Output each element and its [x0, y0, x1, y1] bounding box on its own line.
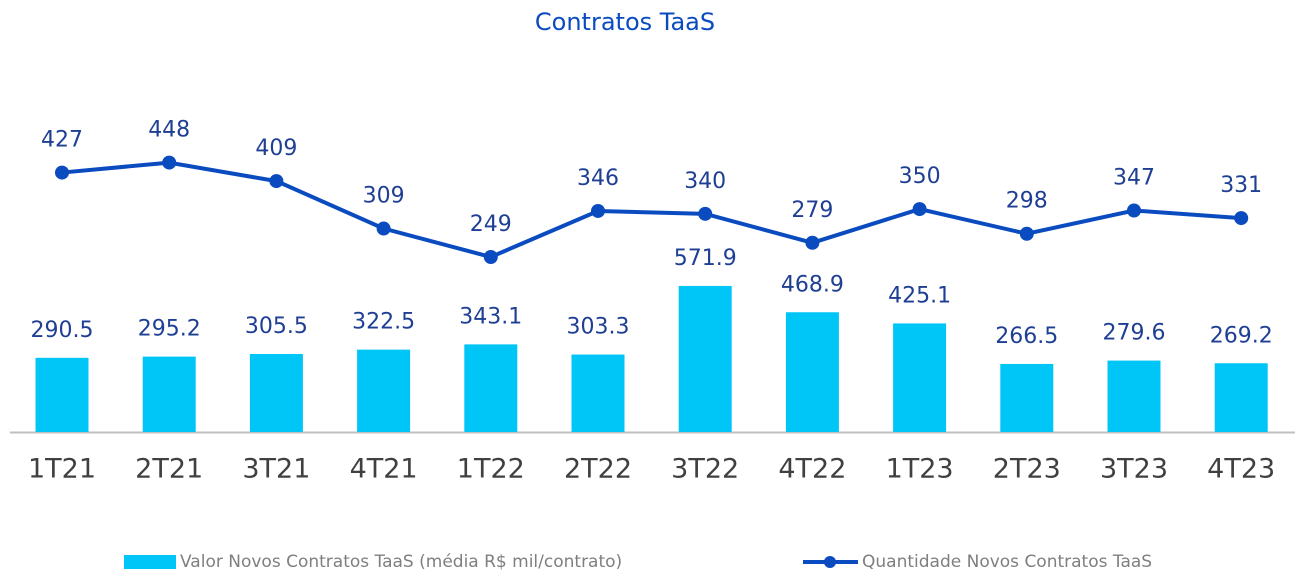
x-tick-label: 1T23 [886, 454, 954, 485]
bar [35, 357, 89, 432]
legend-swatch [124, 555, 176, 569]
x-tick-label: 3T23 [1100, 454, 1168, 485]
point [376, 221, 391, 236]
x-tick-label: 3T21 [242, 454, 310, 485]
bar [785, 312, 839, 432]
point [1019, 226, 1034, 241]
data-label: 409 [255, 136, 297, 161]
bar [464, 344, 518, 432]
bar [571, 354, 625, 432]
point [483, 249, 498, 264]
point [1234, 211, 1249, 226]
point [162, 155, 177, 170]
x-tick-label: 1T22 [457, 454, 525, 485]
data-label: 448 [148, 118, 190, 143]
x-tick-label: 4T22 [778, 454, 846, 485]
x-tick-label: 2T23 [993, 454, 1061, 485]
data-label: 427 [41, 128, 83, 153]
data-label: 279.6 [1103, 321, 1166, 346]
legend-swatch [824, 556, 836, 568]
chart-title: Contratos TaaS [535, 8, 715, 36]
legend-label: Quantidade Novos Contratos TaaS [862, 552, 1152, 571]
data-label: 571.9 [674, 246, 737, 271]
data-label: 279 [791, 198, 833, 223]
point [591, 203, 605, 218]
point [269, 174, 284, 189]
data-label: 290.5 [31, 318, 94, 343]
bar [357, 349, 411, 432]
data-label: 350 [899, 164, 941, 189]
line [61, 160, 1242, 260]
data-label: 340 [684, 169, 726, 194]
data-label: 295.2 [138, 317, 201, 342]
legend-label: Valor Novos Contratos TaaS (média R$ mil… [180, 552, 622, 571]
data-label: 309 [363, 184, 405, 209]
bar [893, 323, 947, 432]
data-label: 346 [577, 166, 619, 191]
data-label: 347 [1113, 166, 1155, 191]
data-label: 343.1 [459, 304, 522, 329]
bar [1214, 363, 1268, 432]
data-label: 331 [1220, 173, 1262, 198]
bar [678, 285, 732, 432]
data-label: 266.5 [995, 324, 1058, 349]
point [805, 235, 820, 250]
x-tick-label: 2T21 [135, 454, 203, 485]
point [912, 202, 927, 217]
x-tick-label: 2T22 [564, 454, 632, 485]
data-label: 468.9 [781, 272, 844, 297]
point [1127, 203, 1141, 218]
point [698, 206, 713, 221]
data-label: 303.3 [567, 315, 630, 340]
x-tick-label: 3T22 [671, 454, 739, 485]
x-tick-label: 1T21 [28, 454, 96, 485]
data-label: 249 [470, 212, 512, 237]
x-tick-label: 4T23 [1207, 454, 1275, 485]
bar [249, 353, 303, 432]
bar [1107, 360, 1161, 432]
x-tick-label: 4T21 [350, 454, 418, 485]
data-label: 425.1 [888, 283, 951, 308]
data-label: 305.5 [245, 314, 308, 339]
bar [142, 356, 196, 432]
bar [1000, 363, 1054, 432]
data-label: 269.2 [1210, 323, 1273, 348]
point [55, 165, 69, 180]
data-label: 298 [1006, 189, 1048, 214]
data-label: 322.5 [352, 310, 415, 335]
